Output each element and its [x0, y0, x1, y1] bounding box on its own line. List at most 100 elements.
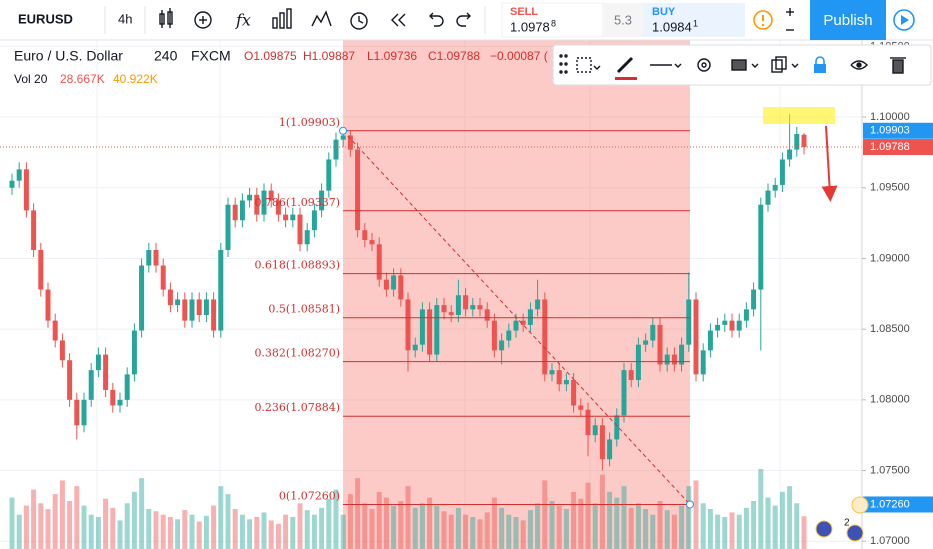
- interval[interactable]: 4h: [118, 11, 132, 26]
- candle-body: [182, 299, 188, 321]
- volume-bar: [455, 507, 461, 549]
- candle-body: [110, 389, 116, 406]
- candle-body: [787, 149, 793, 160]
- volume-bar: [686, 486, 692, 549]
- volume-bar: [124, 503, 130, 549]
- spread: 5.3: [614, 12, 632, 27]
- volume-bar: [607, 491, 613, 549]
- volume-bar: [31, 489, 37, 549]
- compare-indicators-button[interactable]: [311, 10, 332, 27]
- volume-bar: [268, 520, 274, 549]
- volume-bar: [693, 480, 699, 549]
- candle-body: [621, 370, 627, 416]
- volume-bar: [779, 491, 785, 549]
- candle-body: [628, 370, 634, 381]
- legend-open: O1.09875: [244, 49, 297, 63]
- volume-bar: [787, 486, 793, 549]
- candle-body: [160, 265, 166, 290]
- candle-body: [297, 214, 303, 245]
- volume-bar: [326, 498, 332, 549]
- volume-bar: [45, 509, 51, 549]
- settings-button[interactable]: [697, 58, 711, 72]
- delete-button[interactable]: [890, 57, 906, 74]
- drag-handle[interactable]: [559, 54, 568, 74]
- fib-trend-line: [342, 130, 691, 505]
- volume-bar: [290, 517, 296, 549]
- volume-bar: [621, 486, 627, 549]
- candle-body: [124, 374, 130, 400]
- price-tag: [863, 496, 933, 513]
- sell-button[interactable]: [501, 2, 604, 38]
- volume-bar: [477, 519, 483, 549]
- volume-bar: [81, 505, 87, 549]
- color-button[interactable]: [615, 56, 637, 80]
- buy-button[interactable]: [643, 3, 745, 37]
- info-button[interactable]: [753, 10, 773, 30]
- volume-bar: [67, 501, 73, 549]
- candle-body: [398, 275, 404, 300]
- y-tick-label: 1.09500: [870, 182, 910, 194]
- templates-button[interactable]: [272, 8, 292, 29]
- candle-body: [520, 320, 526, 325]
- volume-bar: [664, 510, 670, 549]
- symbol[interactable]: EURUSD: [18, 11, 73, 26]
- volume-bar: [117, 520, 123, 549]
- visibility-button[interactable]: [731, 59, 759, 71]
- indicators-button[interactable]: fx: [235, 11, 251, 30]
- volume-bar: [139, 478, 145, 549]
- volume-bar: [441, 511, 447, 549]
- volume-bar: [427, 497, 433, 549]
- hide-button[interactable]: [850, 60, 868, 70]
- candle-body: [499, 340, 505, 351]
- highlight: [763, 107, 835, 124]
- candle-body: [434, 305, 440, 355]
- sell-pip: 8: [551, 18, 556, 28]
- volume-bar: [167, 517, 173, 549]
- volume-bar: [74, 486, 80, 549]
- volume-bar: [232, 509, 238, 549]
- template-button[interactable]: [576, 57, 601, 73]
- candle-body: [664, 354, 670, 365]
- fib-anchor: [686, 500, 694, 509]
- volume-bar: [95, 517, 101, 549]
- lock-button[interactable]: [814, 56, 826, 73]
- fib-label: 0.786(1.09337): [254, 196, 340, 209]
- volume-bar: [196, 521, 202, 549]
- volume-bar: [765, 497, 771, 549]
- zoom-buttons[interactable]: [786, 8, 794, 31]
- volume-bar: [189, 514, 195, 549]
- price-tag: [863, 122, 933, 139]
- candle-body: [218, 249, 224, 331]
- volume-bar: [772, 505, 778, 549]
- compare-button[interactable]: [194, 11, 212, 29]
- y-tick-label: 1.10000: [870, 111, 910, 123]
- undo-button[interactable]: [429, 12, 444, 27]
- fib-label: 0.382(1.08270): [254, 347, 340, 360]
- chart-type-button[interactable]: [159, 8, 173, 28]
- redo-button[interactable]: [456, 12, 471, 27]
- candle-body: [484, 309, 490, 321]
- candle-body: [290, 214, 296, 221]
- volume-bar: [470, 517, 476, 549]
- candle-body: [556, 370, 562, 385]
- candle-body: [549, 370, 555, 375]
- alert-button[interactable]: [350, 12, 368, 30]
- spread-box: [603, 3, 643, 37]
- clone-button[interactable]: [771, 56, 799, 73]
- line-style-button[interactable]: [650, 63, 682, 68]
- fullscreen-button[interactable]: [893, 9, 915, 31]
- flag-badges[interactable]: [815, 496, 869, 542]
- volume-bar: [211, 505, 217, 549]
- candle-body: [167, 289, 173, 306]
- volume-bar: [247, 519, 253, 549]
- candle-body: [441, 305, 447, 313]
- volume-bar: [635, 503, 641, 549]
- volume-bar: [506, 514, 512, 549]
- candle-body: [59, 340, 65, 361]
- volume-bar: [563, 509, 569, 549]
- volume-bar: [88, 514, 94, 549]
- volume-name: Vol 20: [14, 72, 48, 86]
- publish-button[interactable]: [810, 0, 886, 40]
- candle-body: [23, 169, 29, 211]
- replay-button[interactable]: [391, 13, 406, 27]
